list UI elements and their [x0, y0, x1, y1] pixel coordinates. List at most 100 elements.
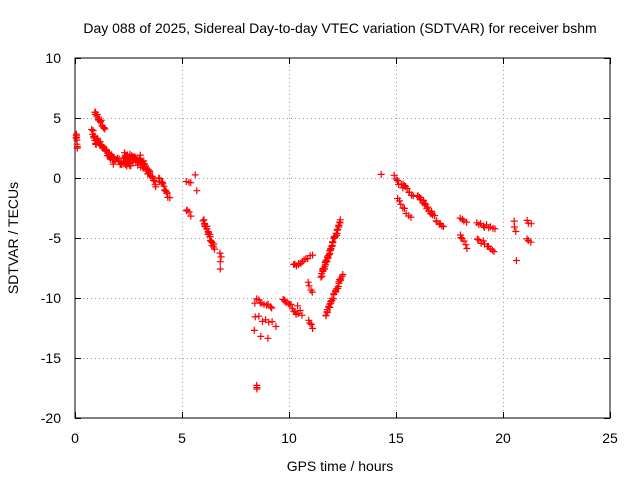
data-point — [205, 229, 213, 237]
data-point — [527, 220, 535, 228]
x-axis-label: GPS time / hours — [287, 458, 394, 474]
x-axis: 0 5 10 15 20 25 — [71, 58, 618, 446]
data-point — [93, 111, 101, 118]
data-point — [187, 212, 195, 220]
data-point — [88, 126, 96, 133]
data-point — [424, 203, 432, 211]
data-point — [336, 216, 344, 224]
data-point — [328, 242, 336, 250]
y-tick-label: 10 — [45, 50, 61, 66]
data-point — [400, 204, 408, 212]
data-point — [268, 318, 276, 326]
data-point — [305, 282, 313, 290]
data-point — [439, 223, 447, 231]
data-point — [253, 385, 261, 393]
data-point — [166, 194, 174, 202]
data-point — [259, 317, 266, 325]
data-point — [390, 171, 398, 179]
data-point — [294, 302, 302, 310]
data-point — [163, 189, 171, 197]
y-tick-label: 0 — [53, 170, 61, 186]
data-point — [216, 249, 224, 257]
x-tick-label: 5 — [178, 430, 186, 446]
data-point — [191, 171, 199, 179]
data-point — [510, 223, 518, 231]
data-point — [339, 271, 347, 278]
data-point — [300, 256, 308, 264]
data-point — [156, 175, 164, 183]
data-point — [317, 273, 325, 281]
data-point — [394, 177, 401, 184]
x-tick-label: 15 — [388, 430, 404, 446]
data-point — [307, 320, 315, 328]
data-point — [479, 237, 487, 245]
data-point — [491, 225, 499, 233]
x-tick-label: 10 — [281, 430, 297, 446]
data-point — [255, 296, 263, 304]
data-point — [250, 326, 258, 334]
data-point — [306, 319, 314, 327]
data-point — [268, 304, 276, 312]
data-point — [527, 238, 535, 246]
data-point — [97, 118, 104, 126]
y-tick-label: -10 — [41, 290, 61, 306]
data-point — [408, 191, 416, 199]
data-point — [512, 257, 520, 264]
data-point — [217, 253, 225, 261]
data-point — [458, 215, 466, 223]
data-point — [115, 155, 123, 163]
data-point — [488, 246, 496, 254]
data-point — [296, 307, 304, 314]
data-point — [309, 325, 317, 332]
data-point — [73, 144, 81, 152]
data-point — [377, 170, 385, 178]
data-point — [298, 311, 306, 319]
data-point — [473, 235, 481, 243]
data-point — [490, 248, 498, 256]
data-point — [460, 237, 468, 245]
data-point — [322, 312, 330, 320]
data-point — [523, 235, 531, 243]
y-axis: 10 5 0 -5 -10 -15 -20 — [41, 50, 610, 426]
data-point — [463, 245, 471, 252]
data-points — [72, 108, 535, 393]
data-point — [438, 222, 446, 230]
data-point — [397, 200, 405, 208]
y-tick-label: 5 — [53, 110, 61, 126]
data-point — [463, 218, 471, 226]
y-tick-label: -5 — [49, 230, 62, 246]
data-point — [106, 152, 114, 160]
y-tick-label: -20 — [41, 410, 61, 426]
data-point — [420, 196, 427, 204]
data-point — [304, 278, 312, 286]
data-point — [392, 175, 400, 183]
grid-lines — [75, 58, 610, 418]
data-point — [257, 332, 265, 340]
data-point — [251, 313, 259, 321]
data-point — [216, 258, 224, 266]
data-point — [407, 213, 415, 221]
data-point — [152, 183, 160, 191]
data-point — [462, 241, 470, 249]
data-point — [140, 157, 148, 165]
data-point — [97, 116, 105, 124]
data-point — [396, 197, 403, 205]
data-point — [193, 187, 201, 195]
data-point — [287, 301, 295, 308]
y-axis-label: SDTVAR / TECUs — [5, 182, 21, 294]
data-point — [510, 217, 518, 225]
data-point — [263, 301, 271, 309]
chart-title: Day 088 of 2025, Sidereal Day-to-day VTE… — [83, 20, 596, 36]
data-point — [100, 124, 108, 132]
x-tick-label: 20 — [495, 430, 511, 446]
x-tick-label: 25 — [602, 430, 618, 446]
data-point — [210, 240, 218, 248]
data-point — [403, 184, 411, 192]
data-point — [185, 208, 193, 216]
data-point — [267, 303, 275, 311]
data-point — [308, 288, 316, 296]
data-point — [480, 222, 488, 230]
data-point — [187, 179, 195, 187]
data-point — [329, 238, 337, 246]
